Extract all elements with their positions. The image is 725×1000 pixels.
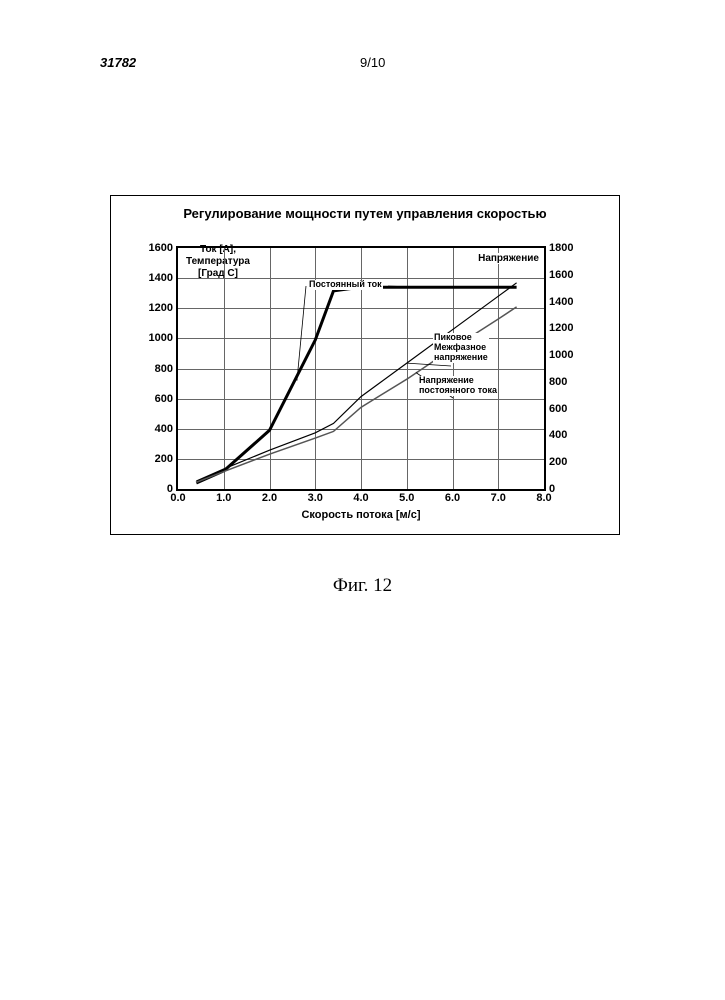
y-tick-left: 400 bbox=[155, 423, 173, 435]
chart-container: Регулирование мощности путем управления … bbox=[110, 195, 620, 535]
figure-caption: Фиг. 12 bbox=[0, 575, 725, 597]
y-tick-right: 1200 bbox=[549, 322, 573, 334]
label-dc-current: Постоянный ток bbox=[308, 280, 383, 290]
y-tick-left: 1000 bbox=[149, 332, 173, 344]
x-tick: 6.0 bbox=[445, 492, 460, 504]
x-axis-label: Скорость потока [м/с] bbox=[301, 509, 420, 521]
y-tick-right: 400 bbox=[549, 429, 567, 441]
doc-number: 31782 bbox=[100, 55, 136, 70]
y-tick-left: 600 bbox=[155, 393, 173, 405]
x-tick: 8.0 bbox=[536, 492, 551, 504]
chart-title: Регулирование мощности путем управления … bbox=[111, 206, 619, 221]
y-tick-right: 600 bbox=[549, 403, 567, 415]
y-tick-left: 1400 bbox=[149, 272, 173, 284]
y-tick-left: 1200 bbox=[149, 302, 173, 314]
x-tick: 0.0 bbox=[170, 492, 185, 504]
y-tick-left: 800 bbox=[155, 363, 173, 375]
y-tick-right: 1600 bbox=[549, 269, 573, 281]
x-tick: 5.0 bbox=[399, 492, 414, 504]
label-peak-voltage: ПиковоеМежфазноенапряжение bbox=[433, 333, 489, 363]
x-tick: 7.0 bbox=[491, 492, 506, 504]
x-tick: 1.0 bbox=[216, 492, 231, 504]
y-tick-left: 200 bbox=[155, 453, 173, 465]
page-number: 9/10 bbox=[360, 55, 385, 70]
x-tick: 2.0 bbox=[262, 492, 277, 504]
y-tick-right: 200 bbox=[549, 456, 567, 468]
plot-area: 0200400600800100012001400160002004006008… bbox=[176, 246, 546, 491]
y-tick-left: 1600 bbox=[149, 242, 173, 254]
x-tick: 4.0 bbox=[353, 492, 368, 504]
y-tick-right: 800 bbox=[549, 376, 567, 388]
label-dc-voltage: Напряжениепостоянного тока bbox=[418, 376, 498, 396]
y-tick-right: 1000 bbox=[549, 349, 573, 361]
y-tick-right: 1800 bbox=[549, 242, 573, 254]
y-tick-right: 1400 bbox=[549, 296, 573, 308]
x-tick: 3.0 bbox=[308, 492, 323, 504]
